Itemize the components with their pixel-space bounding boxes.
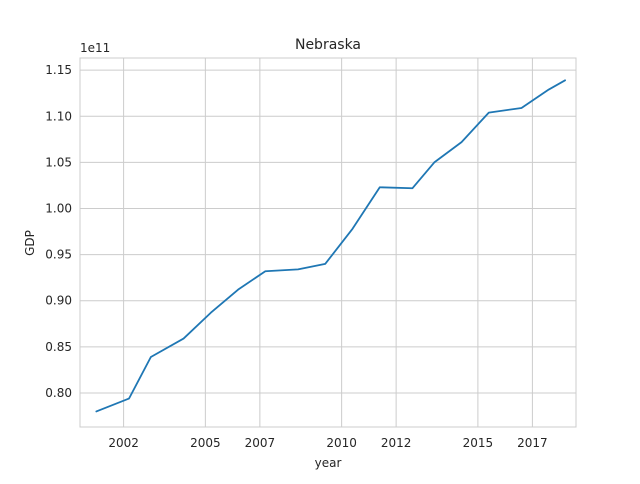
y-axis-scale-offset: 1e11: [80, 41, 110, 55]
y-tick-label: 0.90: [45, 294, 72, 308]
y-tick-label: 1.05: [45, 155, 72, 169]
x-axis-label: year: [315, 456, 342, 470]
y-tick-label: 1.00: [45, 202, 72, 216]
chart-title: Nebraska: [295, 37, 361, 53]
grid: [80, 58, 576, 427]
plot-area-frame: [79, 57, 577, 428]
x-tick-label: 2015: [463, 436, 494, 450]
series-line: [95, 79, 566, 413]
x-tick-label: 2005: [190, 436, 221, 450]
x-tick-label: 2012: [381, 436, 412, 450]
y-tick-label: 1.10: [45, 109, 72, 123]
y-tick-label: 0.85: [45, 340, 72, 354]
y-axis-label: GDP: [23, 230, 37, 256]
y-axis-ticks: 0.80 0.85 0.90 0.95 1.00 1.05 1.10 1.15: [45, 63, 72, 400]
x-tick-label: 2010: [326, 436, 357, 450]
y-tick-label: 1.15: [45, 63, 72, 77]
x-tick-label: 2017: [517, 436, 548, 450]
y-tick-label: 0.95: [45, 248, 72, 262]
y-tick-label: 0.80: [45, 386, 72, 400]
series-layer: [95, 79, 566, 413]
x-axis-ticks: 2002 2005 2007 2010 2012 2015 2017: [108, 436, 547, 450]
x-tick-label: 2002: [108, 436, 139, 450]
x-tick-label: 2007: [245, 436, 276, 450]
